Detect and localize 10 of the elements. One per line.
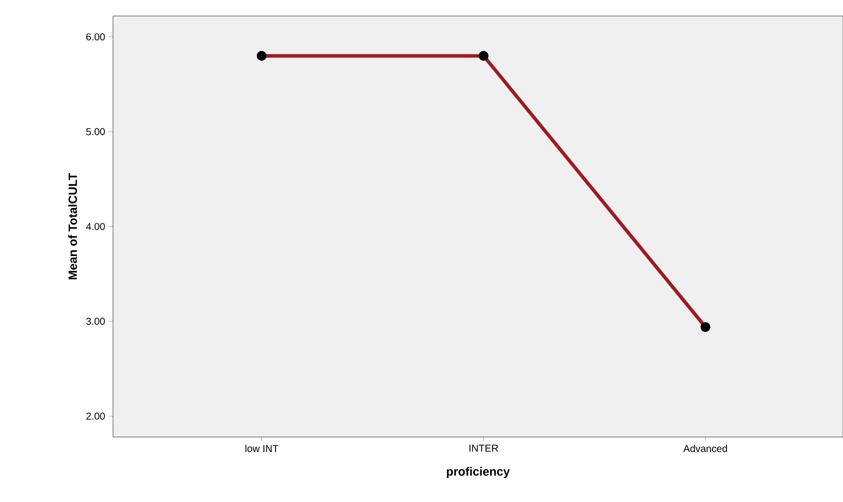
y-axis-title: Mean of TotalCULT xyxy=(68,173,77,280)
x-tick-label: INTER xyxy=(470,444,498,452)
x-tick-label: low INT xyxy=(245,444,278,452)
y-tick-label: 3.00 xyxy=(86,318,105,325)
y-tick-label: 6.00 xyxy=(86,33,105,40)
x-tick-label: Advanced xyxy=(683,444,727,452)
y-tick-label: 4.00 xyxy=(86,222,105,230)
y-tick-label: 2.00 xyxy=(86,412,105,420)
x-axis-title: proficiency xyxy=(446,466,510,478)
y-tick-label: 5.00 xyxy=(86,128,105,136)
